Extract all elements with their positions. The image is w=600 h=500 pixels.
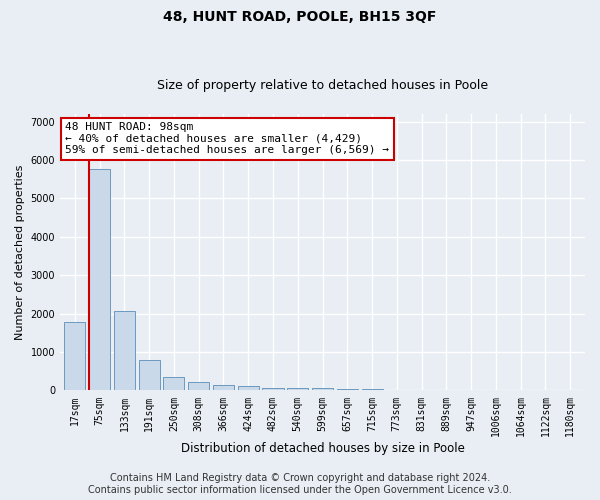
Bar [337, 388, 358, 390]
Bar [163, 378, 184, 390]
Bar [312, 388, 333, 390]
Bar [238, 386, 259, 390]
Bar [64, 322, 85, 390]
Bar [114, 310, 135, 390]
Bar [362, 388, 383, 390]
Bar [89, 168, 110, 390]
Bar [213, 386, 234, 390]
Title: Size of property relative to detached houses in Poole: Size of property relative to detached ho… [157, 79, 488, 92]
Text: Contains HM Land Registry data © Crown copyright and database right 2024.
Contai: Contains HM Land Registry data © Crown c… [88, 474, 512, 495]
Bar [188, 382, 209, 390]
Bar [262, 388, 284, 390]
X-axis label: Distribution of detached houses by size in Poole: Distribution of detached houses by size … [181, 442, 464, 455]
Y-axis label: Number of detached properties: Number of detached properties [15, 164, 25, 340]
Bar [287, 388, 308, 390]
Text: 48, HUNT ROAD, POOLE, BH15 3QF: 48, HUNT ROAD, POOLE, BH15 3QF [163, 10, 437, 24]
Bar [139, 360, 160, 390]
Text: 48 HUNT ROAD: 98sqm
← 40% of detached houses are smaller (4,429)
59% of semi-det: 48 HUNT ROAD: 98sqm ← 40% of detached ho… [65, 122, 389, 156]
